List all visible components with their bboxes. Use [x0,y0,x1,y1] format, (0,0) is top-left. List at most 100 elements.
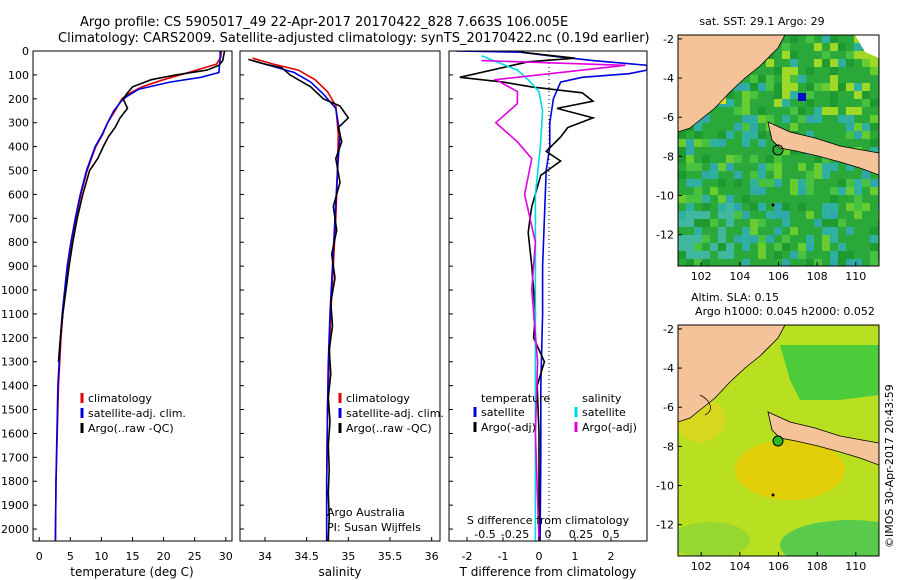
sst-cell [846,227,854,235]
sst-cell [854,83,862,91]
sst-cell [774,83,782,91]
temperature-profile-xtick-label: 10 [94,550,108,563]
sst-cell [742,99,750,107]
sst-cell [750,235,758,243]
sst-cell [790,107,798,115]
sst-cell [838,115,846,123]
sst-cell [822,35,830,43]
legend-title-temperature: temperature [481,392,550,405]
temperature-ytick-label: 0 [22,45,29,58]
salinity-xlabel: salinity [318,565,361,579]
difference-profile-xtick-label: -2 [462,550,473,563]
sst-cell [862,51,870,59]
sst-cell [806,83,814,91]
sst-cell [854,51,862,59]
difference-axes-frame [448,50,648,542]
sst-cell [798,243,806,251]
sst-cell [846,179,854,187]
temperature-ytick-label: 900 [8,260,29,273]
sst-cell [702,211,710,219]
sst-cell [790,179,798,187]
sst-cell [742,139,750,147]
sst-cell [822,227,830,235]
header-line2: Climatology: CARS2009. Satellite-adjuste… [58,31,650,46]
sst-cell [742,235,750,243]
sst-cell [694,219,702,227]
sst-cell [798,251,806,259]
sst-map-xticks: 102 104 106 108 110 [691,262,866,283]
sst-cell [726,243,734,251]
sst-cell [806,211,814,219]
sla-map-title: Altim. SLA: 0.15 [691,291,779,304]
salinity-profile-xtick-label: 35.5 [378,550,403,563]
sst-cell [686,195,694,203]
map-xtick-label: 104 [729,270,750,283]
legend-label: satellite-adj. clim. [346,407,444,420]
sst-cell [830,251,838,259]
sst-cell [846,251,854,259]
sst-cell [774,155,782,163]
sst-cell [678,195,686,203]
sst-cell [846,51,854,59]
salinity-diff-tick-label: -0.25 [501,528,529,541]
sst-cell [854,43,862,51]
sst-map: sat. SST: 29.1 Argo: 29 102 104 106 108 110 … [656,15,880,283]
sst-cell [678,131,686,139]
sst-cell [678,139,686,147]
temperature-xticks: 0 5 10 15 20 25 30 [36,537,233,563]
sst-cell [726,195,734,203]
imos-stamp: ©IMOS 30-Apr-2017 20:43:59 [883,384,896,548]
salinity-profile-line-1 [252,59,341,541]
sst-cell [822,51,830,59]
sst-cell [774,227,782,235]
map-ytick-label: -10 [656,480,674,493]
salinity-series [248,57,350,541]
salinity-axes-frame [239,50,441,542]
sst-cell [830,227,838,235]
sst-cell [870,187,878,195]
sst-cell [822,83,830,91]
sst-cell [790,227,798,235]
sst-cell [870,179,878,187]
sst-cell [694,259,702,266]
difference-profile-line-2 [481,55,544,541]
sst-cell [710,171,718,179]
difference-x2label: S difference from climatology [467,514,630,527]
sst-cell [870,227,878,235]
temperature-profile-xtick-label: 30 [219,550,233,563]
sst-cell [694,211,702,219]
sst-cell [750,171,758,179]
island-dot-2 [771,493,775,497]
sst-cell [870,235,878,243]
sst-cell [782,219,790,227]
sst-cell [726,163,734,171]
sst-cell [790,187,798,195]
sst-cell [750,83,758,91]
sst-cell [806,67,814,75]
sst-cell [758,139,766,147]
sst-cell [742,91,750,99]
sst-cell [694,251,702,259]
sst-cell [758,187,766,195]
argo-marker [772,144,784,156]
sst-cell [814,43,822,51]
temperature-ytick-label: 700 [8,212,29,225]
legend-label: Argo(..raw -QC) [88,422,174,435]
sst-cell [686,259,694,266]
sst-cell [774,179,782,187]
sst-cell [710,219,718,227]
temperature-profile-xtick-label: 0 [36,550,43,563]
sst-cell [702,195,710,203]
sst-cell [814,155,822,163]
sst-cell [694,235,702,243]
sla-high-anomaly [735,440,845,500]
sst-cell [734,179,742,187]
temperature-ytick-label: 100 [8,69,29,82]
map-xtick-label: 102 [691,560,712,573]
sst-cell [678,147,686,155]
sst-cell [806,91,814,99]
sst-cell [782,235,790,243]
sst-cell [742,243,750,251]
sst-cell [854,179,862,187]
sst-cell [798,179,806,187]
